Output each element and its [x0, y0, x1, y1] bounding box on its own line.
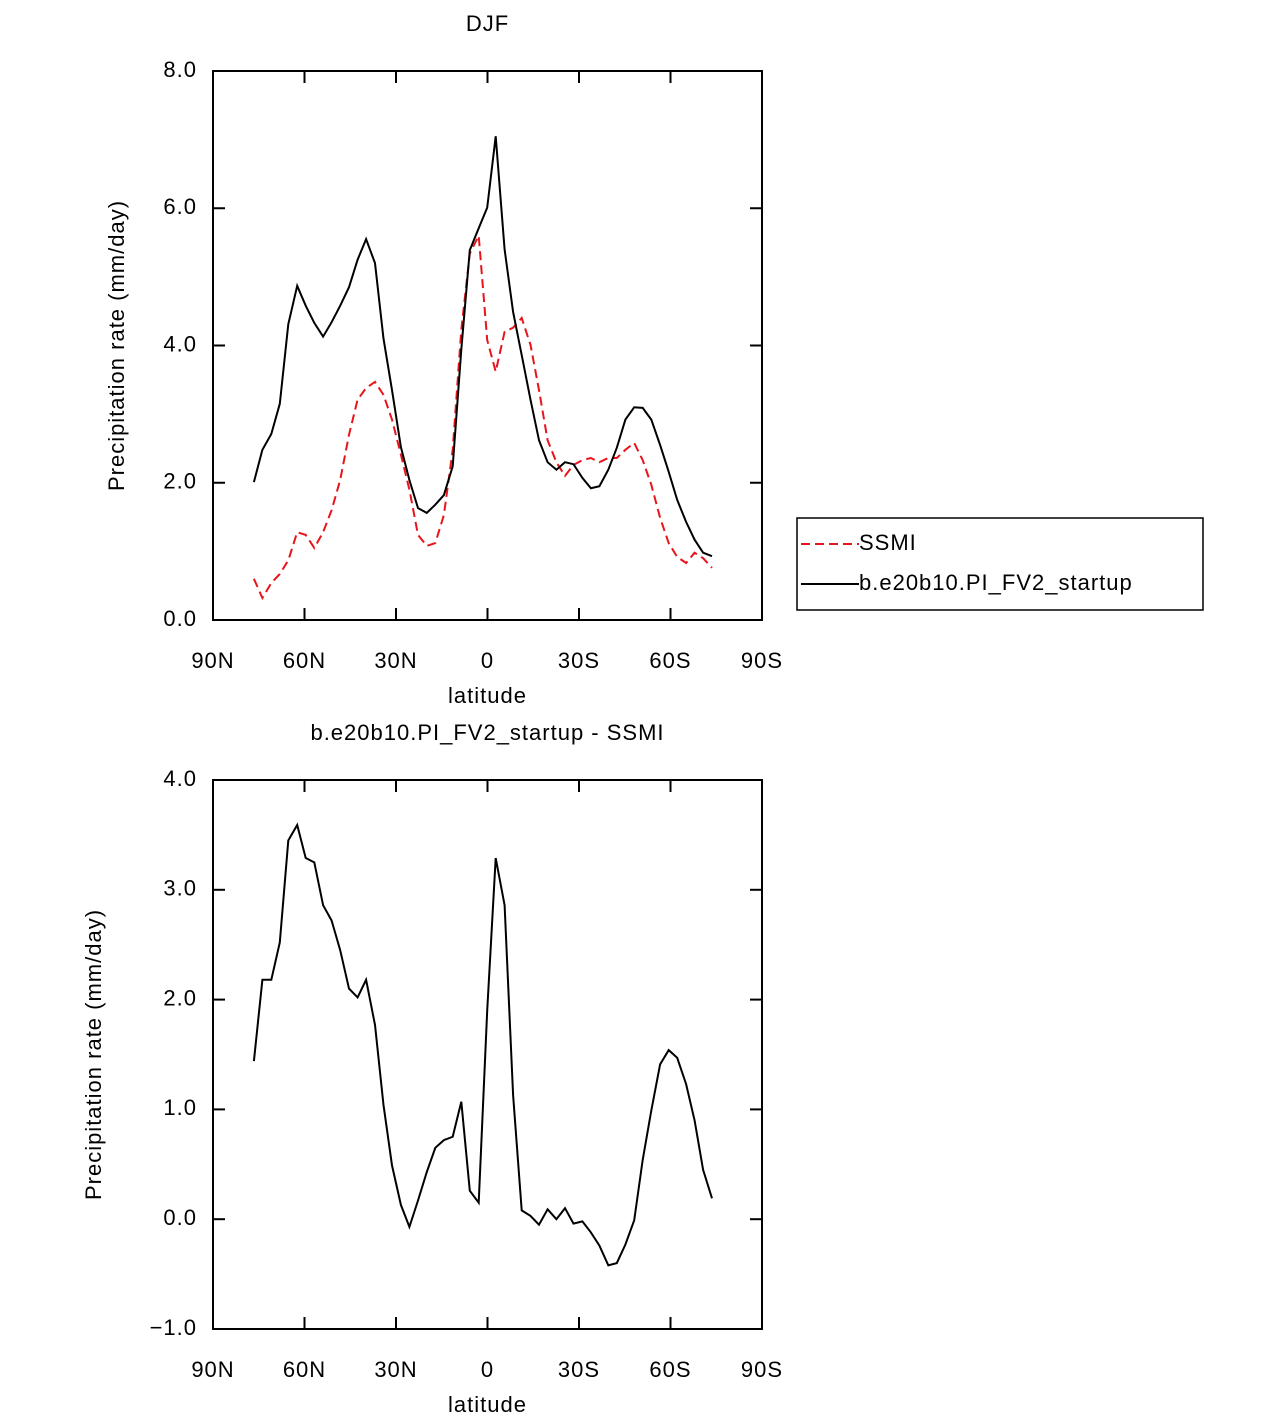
x-tick-label: 60S	[649, 648, 691, 673]
x-tick-label: 30N	[374, 1357, 417, 1382]
x-axis-label: latitude	[448, 683, 527, 708]
x-tick-label: 30N	[374, 648, 417, 673]
plot-frame	[212, 779, 763, 1330]
y-tick-label: 3.0	[163, 876, 197, 901]
data-line	[252, 822, 713, 1267]
y-tick-label: 4.0	[163, 331, 197, 356]
legend-label: b.e20b10.PI_FV2_startup	[859, 570, 1133, 595]
data-line	[252, 136, 713, 558]
x-tick-label: 60S	[649, 1357, 691, 1382]
x-tick-label: 60N	[283, 648, 326, 673]
y-tick-label: 0.0	[163, 1205, 197, 1230]
y-tick-label: 0.0	[163, 606, 197, 631]
y-tick-label: 4.0	[163, 766, 197, 791]
y-tick-label: −1.0	[150, 1315, 197, 1340]
y-tick-label: 6.0	[163, 194, 197, 219]
x-tick-label: 30S	[558, 648, 600, 673]
x-tick-label: 0	[481, 1357, 494, 1382]
chart-title: DJF	[466, 11, 509, 36]
y-tick-label: 2.0	[163, 985, 197, 1010]
x-tick-label: 90S	[741, 1357, 783, 1382]
legend-box	[796, 517, 1204, 611]
x-tick-label: 0	[481, 648, 494, 673]
y-tick-label: 8.0	[163, 57, 197, 82]
x-tick-label: 90S	[741, 648, 783, 673]
legend-label: SSMI	[859, 530, 917, 555]
y-tick-label: 2.0	[163, 469, 197, 494]
x-axis-label: latitude	[448, 1392, 527, 1417]
x-tick-label: 90N	[191, 648, 234, 673]
x-tick-label: 30S	[558, 1357, 600, 1382]
y-tick-label: 1.0	[163, 1095, 197, 1120]
data-line	[252, 232, 713, 601]
x-tick-label: 90N	[191, 1357, 234, 1382]
x-tick-label: 60N	[283, 1357, 326, 1382]
chart-title: b.e20b10.PI_FV2_startup - SSMI	[310, 720, 664, 745]
y-axis-label: Precipitation rate (mm/day)	[104, 200, 129, 491]
y-axis-label: Precipitation rate (mm/day)	[81, 909, 106, 1200]
